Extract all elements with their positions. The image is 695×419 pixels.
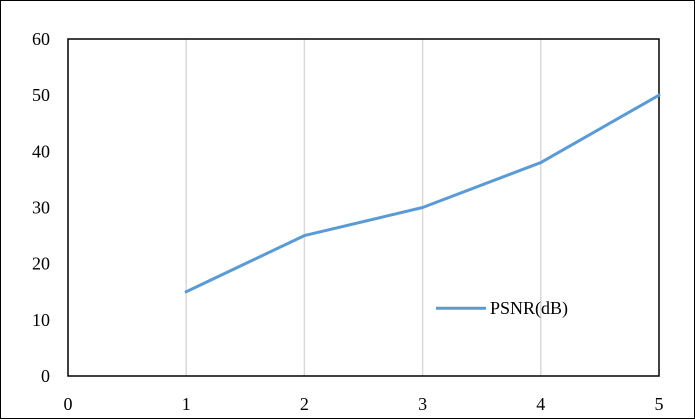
plot-area-border: [67, 38, 660, 377]
grid-lines: [185, 39, 542, 376]
data-point-2: [302, 234, 306, 238]
x-tick-labels: 0 1 2 3 4 5: [64, 394, 664, 414]
x-tick-label-3: 3: [418, 394, 427, 414]
legend-label: PSNR(dB): [490, 298, 568, 319]
y-tick-label-0: 0: [41, 366, 50, 386]
x-tick-label-5: 5: [655, 394, 664, 414]
x-tick-label-0: 0: [64, 394, 73, 414]
y-tick-label-10: 10: [32, 310, 50, 330]
y-tick-label-50: 50: [32, 85, 50, 105]
y-tick-label-20: 20: [32, 254, 50, 274]
data-point-4: [539, 161, 543, 165]
y-tick-label-30: 30: [32, 198, 50, 218]
x-tick-label-4: 4: [536, 394, 545, 414]
y-tick-labels: 0 10 20 30 40 50 60: [32, 29, 50, 386]
x-tick-label-2: 2: [300, 394, 309, 414]
data-point-1: [184, 290, 188, 294]
x-tick-label-1: 1: [182, 394, 191, 414]
data-point-3: [421, 206, 425, 209]
data-point-5: [657, 93, 661, 97]
series-lines: [184, 93, 661, 294]
y-tick-label-60: 60: [32, 29, 50, 49]
legend: PSNR(dB): [436, 298, 568, 319]
y-tick-label-40: 40: [32, 141, 50, 161]
